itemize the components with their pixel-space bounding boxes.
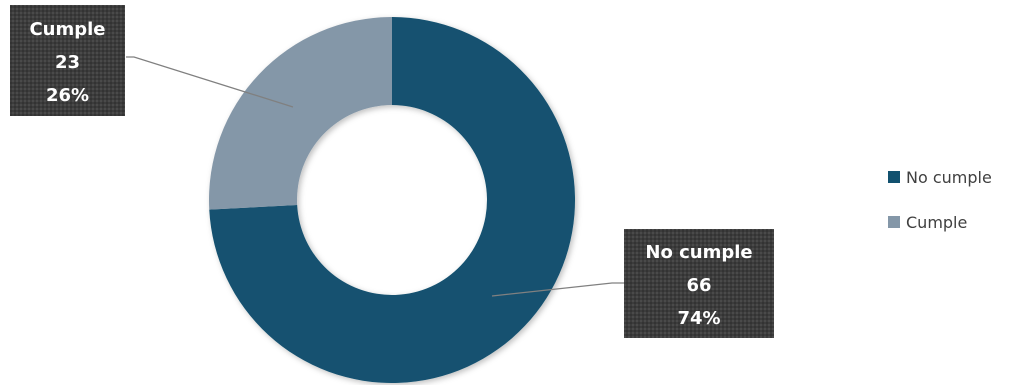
callout-no-cumple-value: 66 xyxy=(686,275,711,296)
leader-line-cumple xyxy=(126,56,294,108)
callout-no-cumple-box xyxy=(624,229,774,338)
callout-cumple-box xyxy=(10,5,125,116)
callout-cumple-value: 23 xyxy=(55,52,80,73)
donut-slice-no-cumple xyxy=(209,17,575,383)
legend-label-cumple: Cumple xyxy=(906,213,967,232)
callout-cumple-category: Cumple xyxy=(29,19,105,40)
callout-no-cumple-percent: 74% xyxy=(677,308,720,329)
legend-label-no-cumple: No cumple xyxy=(906,168,992,187)
callout-cumple-percent: 26% xyxy=(46,85,89,106)
donut-slice-cumple xyxy=(209,17,392,210)
callout-cumple: Cumple 23 26% xyxy=(10,5,125,116)
callout-no-cumple: No cumple 66 74% xyxy=(624,229,774,338)
legend-swatch-no-cumple xyxy=(888,171,900,183)
callout-no-cumple-category: No cumple xyxy=(645,242,752,263)
leader-lines xyxy=(126,56,624,297)
donut-slices xyxy=(209,17,575,383)
leader-line-no-cumple xyxy=(491,282,624,297)
legend: No cumple Cumple xyxy=(888,168,992,232)
legend-swatch-cumple xyxy=(888,216,900,228)
